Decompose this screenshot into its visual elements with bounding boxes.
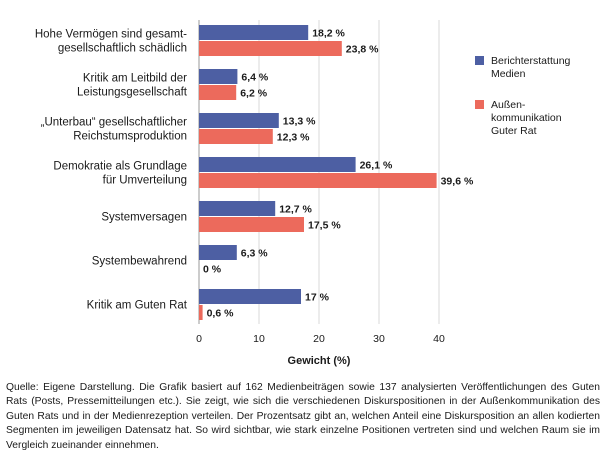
data-label: 18,2 % [312, 28, 345, 40]
x-tick-label: 40 [433, 333, 445, 345]
category-label: Reichstumsproduktion [73, 131, 187, 143]
data-label: 26,1 % [360, 160, 393, 172]
data-label: 6,4 % [241, 72, 269, 84]
data-label: 39,6 % [441, 176, 474, 188]
legend-swatch-guter-rat [475, 100, 484, 109]
category-label: Hohe Vermögen sind gesamt- [35, 29, 187, 41]
bar-medien [199, 113, 279, 128]
chart: 0 10 20 30 40 Gewicht (%) 18,2 % 23,8 % Hohe Ver… [35, 20, 571, 367]
data-label: 17,5 % [308, 220, 341, 232]
legend-swatch-medien [475, 56, 484, 65]
data-label: 6,3 % [241, 248, 269, 260]
data-label: 23,8 % [346, 44, 379, 56]
data-label: 17 % [305, 292, 330, 304]
category-label: „Unterbau“ gesellschaftlicher [41, 117, 188, 129]
legend-label: Außen- [491, 99, 526, 111]
data-label: 13,3 % [283, 116, 316, 128]
bar-guter-rat [199, 85, 237, 100]
x-tick-label: 20 [313, 333, 325, 345]
bar-guter-rat [199, 217, 304, 232]
data-label: 12,7 % [279, 204, 312, 216]
category-label: Systembewahrend [92, 256, 187, 268]
bar-medien [199, 289, 301, 304]
bar-guter-rat [199, 129, 273, 144]
chart-svg: 0 10 20 30 40 Gewicht (%) 18,2 %23,8 % Hohe Ver… [35, 20, 571, 367]
category-label: Kritik am Leitbild der [83, 73, 187, 85]
data-label: 6,2 % [240, 88, 268, 100]
legend-label: kommunikation [491, 112, 562, 124]
bar-guter-rat [199, 305, 203, 320]
bar-medien [199, 245, 237, 260]
bar-medien [199, 69, 238, 84]
bar-guter-rat [199, 41, 342, 56]
data-label: 12,3 % [277, 132, 310, 144]
data-label: 0 % [203, 264, 222, 276]
bar-medien [199, 25, 309, 40]
bar-medien [199, 201, 276, 216]
category-label: Leistungsgesellschaft [77, 87, 188, 99]
category-label: Kritik am Guten Rat [87, 300, 188, 312]
category-label: Demokratie als Grundlage [53, 161, 187, 173]
category-label: Systemversagen [101, 212, 187, 224]
data-label: 0,6 % [207, 308, 235, 320]
legend-label: Berichterstattung [491, 55, 571, 67]
figure-caption: Quelle: Eigene Darstellung. Die Grafik b… [6, 382, 600, 451]
x-axis-title: Gewicht (%) [288, 355, 351, 367]
legend-label: Guter Rat [491, 125, 537, 137]
bar-medien [199, 157, 356, 172]
x-tick-label: 30 [373, 333, 385, 345]
legend-label: Medien [491, 68, 526, 80]
bar-guter-rat [199, 173, 437, 188]
category-label: für Umverteilung [103, 175, 187, 187]
x-tick-label: 0 [196, 333, 202, 345]
x-tick-label: 10 [253, 333, 265, 345]
category-label: gesellschaftlich schädlich [58, 43, 187, 55]
